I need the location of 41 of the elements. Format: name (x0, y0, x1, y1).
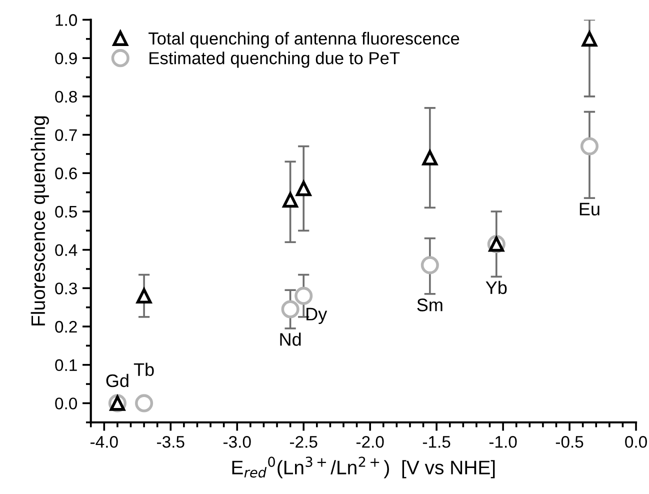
x-tick-label: -1.5 (422, 436, 450, 448)
annotation: Dy (306, 308, 328, 324)
x-tick-label: -2.5 (290, 436, 318, 448)
point (294, 286, 313, 305)
x-tick-label: -3.5 (157, 436, 184, 448)
point (136, 288, 152, 304)
annotation: Yb (486, 280, 507, 294)
y-tick-label: 0.3 (55, 282, 77, 294)
point (282, 192, 298, 208)
y-tick-label: 0.0 (55, 398, 78, 410)
y-axis-title: Fluorescence quenching (30, 116, 49, 326)
y-tick-label: 0.1 (55, 359, 77, 372)
y-tick-label: 0.9 (55, 52, 77, 64)
x-tick-label: -0.5 (556, 436, 584, 448)
point (580, 137, 599, 156)
annotation: Eu (580, 202, 600, 216)
y-tick-label: 0.7 (55, 129, 77, 141)
y-tick-label: 1.0 (56, 14, 78, 26)
point (135, 394, 154, 412)
x-tick-label: -2.0 (356, 436, 384, 448)
legend-label: Total quenching of antenna fluorescence (148, 32, 460, 48)
y-tick-label: 0.2 (55, 320, 77, 333)
x-tick-label: -1.0 (489, 436, 517, 448)
x-axis-title: E$_{red}$$^{0}$(Ln$^{3+}$/Ln$^{2+}$) [V vs NHE] (232, 456, 495, 478)
y-tick-label: 0.5 (55, 206, 77, 218)
annotation: Sm (417, 298, 442, 312)
annotation: Nd (280, 332, 301, 346)
legend-label: Estimated quenching due to PeT (150, 52, 400, 68)
y-tick-label: 0.8 (55, 90, 77, 103)
x-tick-label: 0.0 (625, 436, 647, 448)
annotation: Gd (106, 374, 128, 388)
x-tick-label: -4.0 (90, 436, 118, 448)
annotation: Tb (134, 362, 154, 376)
y-tick-label: 0.6 (55, 168, 77, 180)
point (422, 150, 438, 166)
point (582, 31, 598, 47)
point (296, 180, 312, 196)
point (420, 256, 439, 274)
x-tick-label: -3.0 (224, 436, 251, 448)
point (281, 300, 300, 318)
y-tick-label: 0.4 (55, 244, 78, 256)
